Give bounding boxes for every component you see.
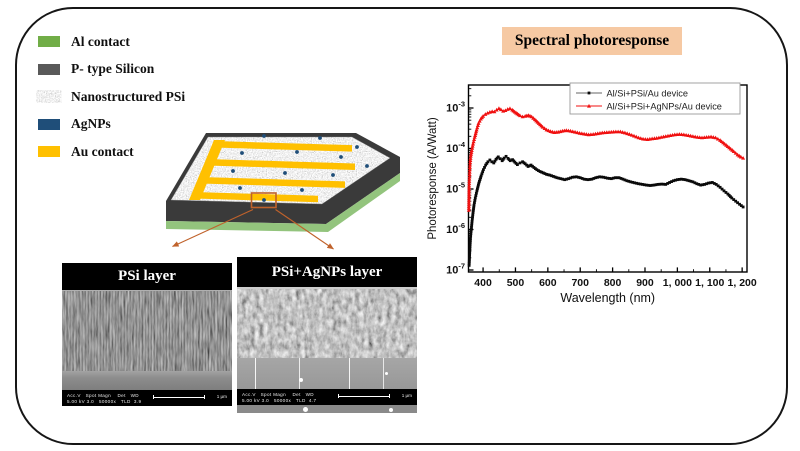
legend-swatch-au-contact — [38, 146, 60, 157]
sem-right-info-line1: Acc.V Spot Magn Det WD — [242, 392, 314, 397]
legend-swatch-agnps — [38, 118, 60, 130]
svg-text:10-4: 10-4 — [446, 140, 466, 155]
svg-text:10-3: 10-3 — [446, 100, 465, 115]
sem-right-bright-particle — [303, 407, 308, 412]
svg-text:500: 500 — [507, 277, 525, 289]
sem-left-title: PSi layer — [62, 263, 232, 290]
sem-right-bright-particle — [299, 378, 303, 382]
legend-item-p-type-silicon: P- type Silicon — [38, 61, 185, 76]
sem-image-psi-agnps-layer: PSi+AgNPs layer Acc.V Spot Magn Det WD 5… — [237, 257, 417, 413]
svg-text:Al/Si+PSi+AgNPs/Au device: Al/Si+PSi+AgNPs/Au device — [607, 101, 722, 111]
sem-left-substrate-band — [62, 371, 232, 390]
sem-right-substrate-band — [237, 358, 417, 389]
sem-left-infobar: Acc.V Spot Magn Det WD 5.00 kV 3.0 50000… — [62, 390, 232, 406]
sem-right-noise-texture — [237, 289, 417, 360]
chart-title-box: Spectral photoresponse — [502, 27, 682, 55]
sem-right-scale-label: 1 μm — [401, 392, 412, 398]
svg-text:800: 800 — [604, 277, 622, 289]
sem-right-bright-particle — [385, 372, 388, 375]
legend-item-agnps: AgNPs — [38, 116, 185, 131]
svg-text:1, 100: 1, 100 — [695, 277, 724, 289]
spectral-photoresponse-chart: 10-3 10-4 10-5 10-6 10-7 400 500 600 700 800 900 1,… — [427, 82, 757, 305]
figure-border — [15, 7, 788, 445]
sem-left-striation-texture — [62, 291, 232, 372]
svg-text:10-5: 10-5 — [446, 181, 465, 196]
svg-text:Al/Si+PSi/Au device: Al/Si+PSi/Au device — [607, 88, 688, 98]
svg-text:1, 000: 1, 000 — [663, 277, 692, 289]
sem-right-infobar: Acc.V Spot Magn Det WD 5.00 kV 3.0 50000… — [237, 389, 417, 405]
svg-text:Wavelength (nm): Wavelength (nm) — [560, 291, 655, 305]
legend-item-au-contact: Au contact — [38, 143, 185, 159]
sem-right-title: PSi+AgNPs layer — [237, 257, 417, 287]
sem-right-info-line2: 5.00 kV 3.0 50000x TLD 4.7 — [242, 397, 317, 403]
sem-image-psi-layer: PSi layer Acc.V Spot Magn Det WD 5.00 kV… — [62, 263, 232, 406]
sem-right-micrograph — [237, 287, 417, 360]
sem-right-bright-particle — [389, 408, 393, 412]
svg-text:600: 600 — [539, 277, 557, 289]
sem-left-info-line2: 5.00 kV 3.0 50000x TLD 3.9 — [67, 398, 142, 404]
legend-label-nanostructured-psi: Nanostructured PSi — [71, 88, 186, 104]
materials-legend: Al contact P- type Silicon Nanostructure… — [38, 33, 186, 174]
legend-item-al-contact: Al contact — [38, 33, 185, 49]
sem-left-info-line1: Acc.V Spot Magn Det WD — [67, 393, 139, 398]
svg-text:1, 200: 1, 200 — [728, 277, 757, 289]
svg-text:10-7: 10-7 — [446, 262, 465, 277]
sem-left-micrograph — [62, 290, 232, 372]
legend-label-al-contact: Al contact — [71, 33, 130, 49]
svg-text:700: 700 — [571, 277, 589, 289]
svg-text:900: 900 — [636, 277, 654, 289]
legend-swatch-p-type-silicon — [38, 63, 60, 75]
svg-text:400: 400 — [474, 277, 492, 289]
svg-text:Photoresponse (A/Watt): Photoresponse (A/Watt) — [427, 117, 439, 239]
sem-right-scalebar — [338, 394, 390, 399]
legend-swatch-al-contact — [38, 36, 60, 47]
sem-right-bottom-band — [237, 405, 417, 413]
legend-swatch-nanostructured-psi — [38, 91, 60, 102]
sem-left-scale-label: 1 μm — [216, 393, 227, 399]
legend-label-agnps: AgNPs — [71, 116, 111, 131]
legend-label-au-contact: Au contact — [71, 143, 134, 159]
legend-item-nanostructured-psi: Nanostructured PSi — [38, 88, 186, 104]
sem-left-scalebar — [153, 395, 205, 400]
svg-text:10-6: 10-6 — [446, 221, 465, 236]
legend-label-p-type-silicon: P- type Silicon — [71, 61, 155, 76]
